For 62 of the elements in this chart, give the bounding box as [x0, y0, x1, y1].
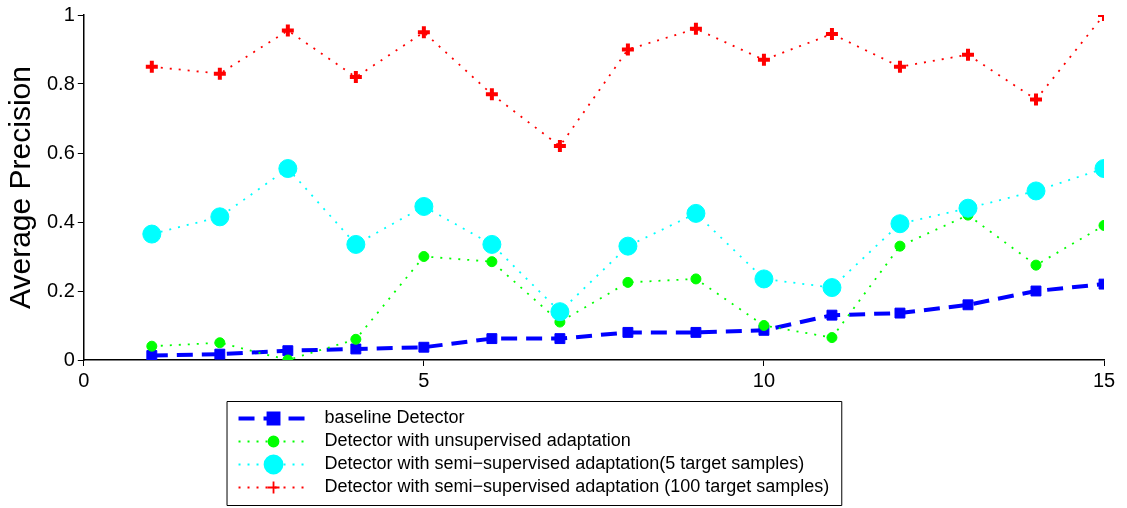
point — [418, 341, 430, 353]
point — [282, 345, 294, 357]
point — [754, 269, 774, 289]
point — [690, 326, 702, 338]
point — [890, 214, 910, 234]
point — [214, 337, 226, 349]
point — [483, 86, 500, 103]
x-tick-label: 0 — [78, 368, 90, 391]
x-tick-label: 5 — [418, 368, 430, 391]
point — [146, 350, 158, 360]
point — [350, 333, 362, 345]
legend-label: Detector with semi−supervised adaptation (100 target samples) — [324, 476, 830, 497]
point — [414, 196, 434, 216]
point — [415, 24, 432, 41]
point — [622, 326, 634, 338]
point — [618, 236, 638, 256]
point — [894, 240, 906, 252]
point — [958, 198, 978, 218]
point — [1026, 181, 1046, 201]
y-tick-label: 1 — [63, 2, 75, 25]
point — [278, 159, 298, 179]
y-tick-label: 0.4 — [46, 209, 75, 232]
y-tick-label: 0 — [63, 347, 75, 370]
y-tick-label: 0.6 — [46, 140, 75, 163]
point — [755, 51, 772, 68]
point — [826, 332, 838, 344]
point — [279, 22, 296, 39]
point — [211, 65, 228, 82]
point — [619, 41, 636, 58]
point — [346, 234, 366, 254]
point — [486, 256, 498, 268]
point — [146, 340, 158, 352]
point — [822, 278, 842, 298]
y-tick-label: 0.2 — [46, 278, 75, 301]
point — [758, 320, 770, 331]
y-tick-label: 0.8 — [46, 71, 75, 94]
y-axis-title: Average Precision — [3, 66, 37, 309]
point — [143, 58, 160, 75]
point — [690, 273, 702, 285]
point — [486, 333, 498, 345]
legend-label: Detector with unsupervised adaptation — [324, 430, 631, 451]
point — [1030, 285, 1042, 297]
point — [418, 251, 430, 262]
legend-label: Detector with semi−supervised adaptation(5 target samples) — [324, 453, 805, 474]
point — [482, 234, 502, 254]
point — [554, 333, 566, 345]
x-tick-label: 15 — [1092, 368, 1116, 391]
point — [686, 203, 706, 223]
point — [962, 299, 974, 311]
point — [1030, 259, 1042, 271]
point — [687, 20, 704, 37]
point — [210, 207, 230, 227]
point — [622, 276, 634, 288]
point — [891, 58, 908, 75]
point — [350, 343, 362, 355]
point — [894, 307, 906, 319]
point — [142, 224, 162, 244]
legend-label: baseline Detector — [324, 407, 465, 428]
point — [214, 348, 226, 360]
x-tick-label: 10 — [752, 368, 776, 391]
point — [550, 302, 570, 322]
point — [826, 309, 838, 321]
